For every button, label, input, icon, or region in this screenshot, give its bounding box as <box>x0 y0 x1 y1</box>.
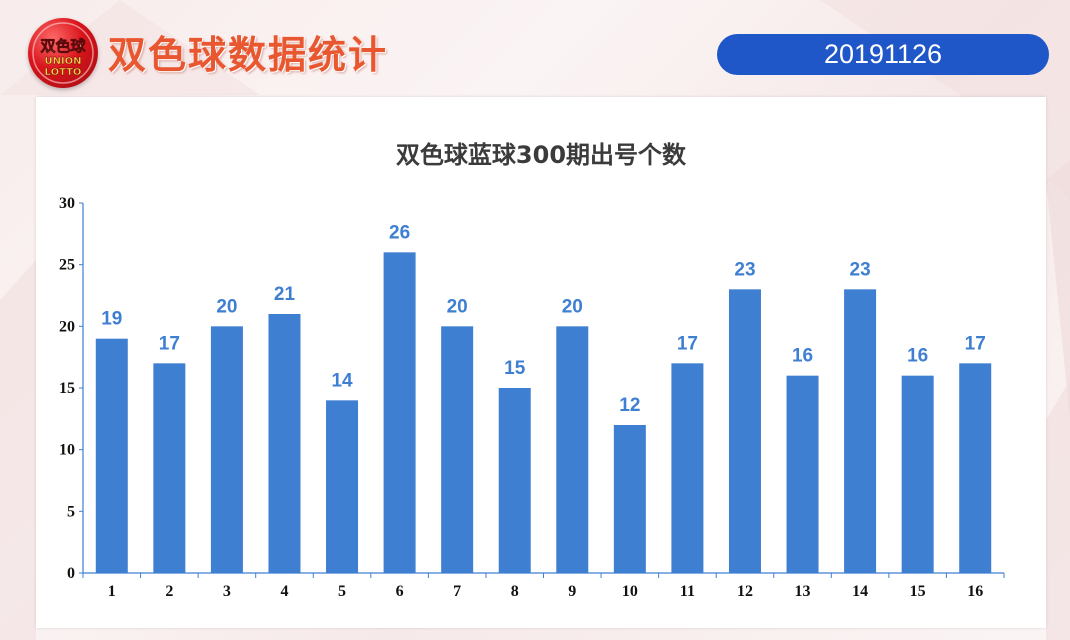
logo-mark-icon: 双色球 UNION LOTTO <box>32 22 94 84</box>
x-tick-label: 16 <box>967 583 983 600</box>
svg-text:UNION: UNION <box>44 56 81 67</box>
y-tick-label: 0 <box>67 565 75 582</box>
data-label: 15 <box>504 358 526 379</box>
header: 双色球 UNION LOTTO 双色球数据统计 20191126 <box>0 0 1070 95</box>
y-tick-label: 10 <box>59 442 75 459</box>
y-tick-label: 20 <box>59 318 75 335</box>
x-tick-label: 4 <box>280 583 288 600</box>
data-label: 17 <box>965 333 986 354</box>
bar <box>844 289 877 573</box>
x-tick-label: 12 <box>737 583 753 600</box>
x-tick-label: 8 <box>511 583 519 600</box>
bar-chart: 0 5 10 15 20 25 30 19 1 17 2 20 3 21 4 14 5 26 6 20 7 15 8 20 9 1… <box>59 195 1005 600</box>
y-tick-label: 25 <box>59 257 75 274</box>
data-label: 17 <box>677 333 698 354</box>
bar <box>441 326 474 573</box>
x-tick-label: 11 <box>680 583 695 600</box>
chart-title: 双色球蓝球300期出号个数 <box>395 141 687 169</box>
data-label: 17 <box>159 333 180 354</box>
bar <box>613 425 646 573</box>
bar <box>728 289 761 573</box>
x-tick-label: 5 <box>338 583 346 600</box>
data-label: 23 <box>734 259 755 280</box>
bar <box>153 363 186 573</box>
bar <box>959 363 992 573</box>
x-tick-label: 14 <box>852 583 868 600</box>
x-tick-label: 2 <box>165 583 173 600</box>
data-label: 19 <box>101 309 122 330</box>
data-label: 16 <box>907 346 928 367</box>
x-tick-label: 10 <box>622 583 638 600</box>
data-label: 16 <box>792 346 813 367</box>
data-label: 26 <box>389 222 410 243</box>
date-badge: 20191126 <box>717 34 1049 75</box>
data-label: 21 <box>274 284 296 305</box>
x-tick-label: 1 <box>108 583 116 600</box>
x-tick-label: 15 <box>910 583 926 600</box>
bar <box>326 400 359 573</box>
data-label: 14 <box>331 370 353 391</box>
bar <box>556 326 589 573</box>
x-tick-label: 3 <box>223 583 231 600</box>
chart-card: 双色球蓝球300期出号个数 0 5 10 15 20 25 30 19 1 17 2 20 3 21 4 14… <box>36 97 1046 628</box>
data-label: 12 <box>619 395 640 416</box>
y-tick-label: 5 <box>67 503 75 520</box>
svg-text:LOTTO: LOTTO <box>45 67 82 78</box>
y-tick-label: 30 <box>59 195 75 212</box>
svg-text:双色球: 双色球 <box>40 37 86 55</box>
x-tick-label: 6 <box>396 583 404 600</box>
x-tick-label: 7 <box>453 583 461 600</box>
bar <box>786 375 819 573</box>
x-tick-label: 9 <box>568 583 576 600</box>
y-tick-label: 15 <box>59 380 75 397</box>
app-title: 双色球数据统计 <box>108 33 389 77</box>
bar <box>498 388 531 573</box>
union-lotto-logo: 双色球 UNION LOTTO <box>28 18 98 88</box>
data-label: 23 <box>850 259 871 280</box>
bar <box>383 252 416 574</box>
bar <box>671 363 704 573</box>
data-label: 20 <box>447 296 468 317</box>
bar <box>95 338 128 573</box>
bar <box>901 375 934 573</box>
data-label: 20 <box>562 296 583 317</box>
bar <box>210 326 243 573</box>
x-tick-label: 13 <box>795 583 811 600</box>
bar <box>268 314 301 573</box>
data-label: 20 <box>216 296 237 317</box>
